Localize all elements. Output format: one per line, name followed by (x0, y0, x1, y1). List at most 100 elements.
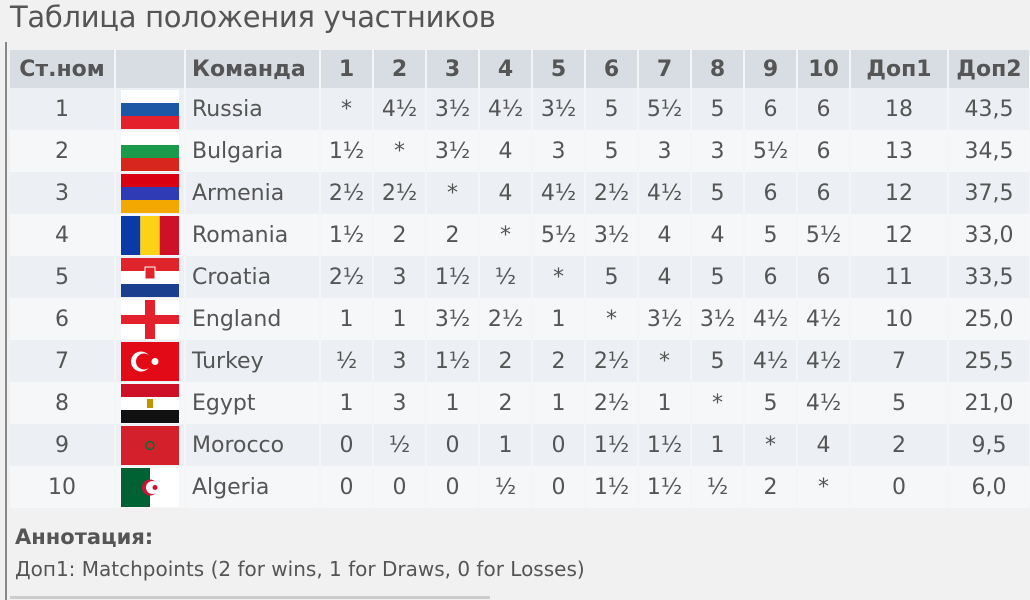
result-cell: 6 (797, 256, 851, 298)
result-cell: 3½ (426, 88, 480, 130)
result-cell: 1½ (638, 424, 692, 466)
table-row: 7 Turkey ½ 3 1½ 2 2 2½ * 5 4½ 4½ 7 25,5 (10, 340, 1030, 382)
result-cell: 4½ (479, 88, 533, 130)
result-cell: 5½ (532, 214, 586, 256)
england-flag-icon (121, 299, 179, 339)
result-cell: 4½ (373, 88, 427, 130)
annotation-title: Аннотация: (15, 525, 154, 549)
dop2-cell: 9,5 (948, 424, 1030, 466)
column-header[interactable]: 5 (532, 50, 586, 88)
column-header[interactable] (115, 50, 186, 88)
result-cell: 4½ (797, 382, 851, 424)
rank-cell: 1 (10, 88, 116, 130)
column-header[interactable]: 4 (479, 50, 533, 88)
team-name: Egypt (185, 382, 321, 424)
result-cell: 1½ (585, 466, 639, 508)
result-cell: 6 (744, 172, 798, 214)
result-cell: 2 (479, 382, 533, 424)
result-cell: 5 (691, 256, 745, 298)
left-border (5, 42, 7, 600)
column-header[interactable]: 1 (320, 50, 374, 88)
result-cell: ½ (320, 340, 374, 382)
column-header[interactable]: 6 (585, 50, 639, 88)
result-cell: 4½ (744, 298, 798, 340)
column-header[interactable]: 8 (691, 50, 745, 88)
result-cell: * (532, 256, 586, 298)
table-row: 9 Morocco 0 ½ 0 1 0 1½ 1½ 1 * 4 2 9,5 (10, 424, 1030, 466)
column-header[interactable]: Доп1 (850, 50, 949, 88)
dop1-cell: 12 (850, 214, 949, 256)
algeria-flag-icon (121, 467, 179, 507)
dop1-cell: 5 (850, 382, 949, 424)
result-cell: 5 (691, 172, 745, 214)
result-cell: 3½ (691, 298, 745, 340)
table-row: 6 England 1 1 3½ 2½ 1 * 3½ 3½ 4½ 4½ 10 25,0 (10, 298, 1030, 340)
result-cell: 4½ (638, 172, 692, 214)
result-cell: 2½ (585, 340, 639, 382)
result-cell: 2½ (479, 298, 533, 340)
column-header[interactable]: Ст.ном (10, 50, 116, 88)
result-cell: 4½ (797, 340, 851, 382)
rank-cell: 10 (10, 466, 116, 508)
dop1-cell: 2 (850, 424, 949, 466)
armenia-flag-icon (121, 173, 179, 213)
result-cell: 1 (373, 298, 427, 340)
rank-cell: 2 (10, 130, 116, 172)
result-cell: 6 (797, 130, 851, 172)
result-cell: 2½ (373, 172, 427, 214)
result-cell: 2½ (320, 256, 374, 298)
team-name: Turkey (185, 340, 321, 382)
result-cell: ½ (691, 466, 745, 508)
dop2-cell: 25,5 (948, 340, 1030, 382)
result-cell: 1 (638, 382, 692, 424)
turkey-flag-icon (121, 341, 179, 381)
result-cell: 4½ (532, 172, 586, 214)
result-cell: 1½ (426, 340, 480, 382)
result-cell: 3½ (426, 298, 480, 340)
result-cell: 4 (638, 214, 692, 256)
result-cell: 2 (744, 466, 798, 508)
result-cell: 1½ (320, 130, 374, 172)
team-name: Croatia (185, 256, 321, 298)
dop2-cell: 33,0 (948, 214, 1030, 256)
column-header[interactable]: 2 (373, 50, 427, 88)
result-cell: 0 (426, 424, 480, 466)
result-cell: 1½ (585, 424, 639, 466)
result-cell: 5 (691, 88, 745, 130)
result-cell: * (426, 172, 480, 214)
rank-cell: 3 (10, 172, 116, 214)
result-cell: ½ (479, 466, 533, 508)
result-cell: 4 (638, 256, 692, 298)
result-cell: 4 (479, 130, 533, 172)
result-cell: 4 (479, 172, 533, 214)
standings-table: Ст.ном Команда 1 2 3 4 5 6 7 8 9 10 Доп1 Доп2 1 Russia… (10, 50, 1030, 508)
result-cell: 4 (797, 424, 851, 466)
column-header[interactable]: 7 (638, 50, 692, 88)
scrollbar[interactable] (10, 596, 490, 599)
result-cell: 1 (479, 424, 533, 466)
result-cell: 3 (373, 340, 427, 382)
flag-cell (115, 130, 186, 172)
page-title: Таблица положения участников (10, 0, 496, 34)
table-row: 3 Armenia 2½ 2½ * 4 4½ 2½ 4½ 5 6 6 12 37,5 (10, 172, 1030, 214)
result-cell: 1 (532, 298, 586, 340)
flag-cell (115, 466, 186, 508)
table-row: 10 Algeria 0 0 0 ½ 0 1½ 1½ ½ 2 * 0 6,0 (10, 466, 1030, 508)
rank-cell: 6 (10, 298, 116, 340)
dop2-cell: 43,5 (948, 88, 1030, 130)
column-header[interactable]: Доп2 (948, 50, 1030, 88)
result-cell: * (585, 298, 639, 340)
result-cell: 5 (744, 214, 798, 256)
dop2-cell: 21,0 (948, 382, 1030, 424)
column-header[interactable]: 9 (744, 50, 798, 88)
rank-cell: 8 (10, 382, 116, 424)
result-cell: 0 (532, 424, 586, 466)
table-row: 5 Croatia 2½ 3 1½ ½ * 5 4 5 6 6 11 33,5 (10, 256, 1030, 298)
team-name: Algeria (185, 466, 321, 508)
column-header[interactable]: 10 (797, 50, 851, 88)
result-cell: 1 (426, 382, 480, 424)
dop1-cell: 0 (850, 466, 949, 508)
result-cell: 1½ (426, 256, 480, 298)
column-header[interactable]: Команда (185, 50, 321, 88)
column-header[interactable]: 3 (426, 50, 480, 88)
